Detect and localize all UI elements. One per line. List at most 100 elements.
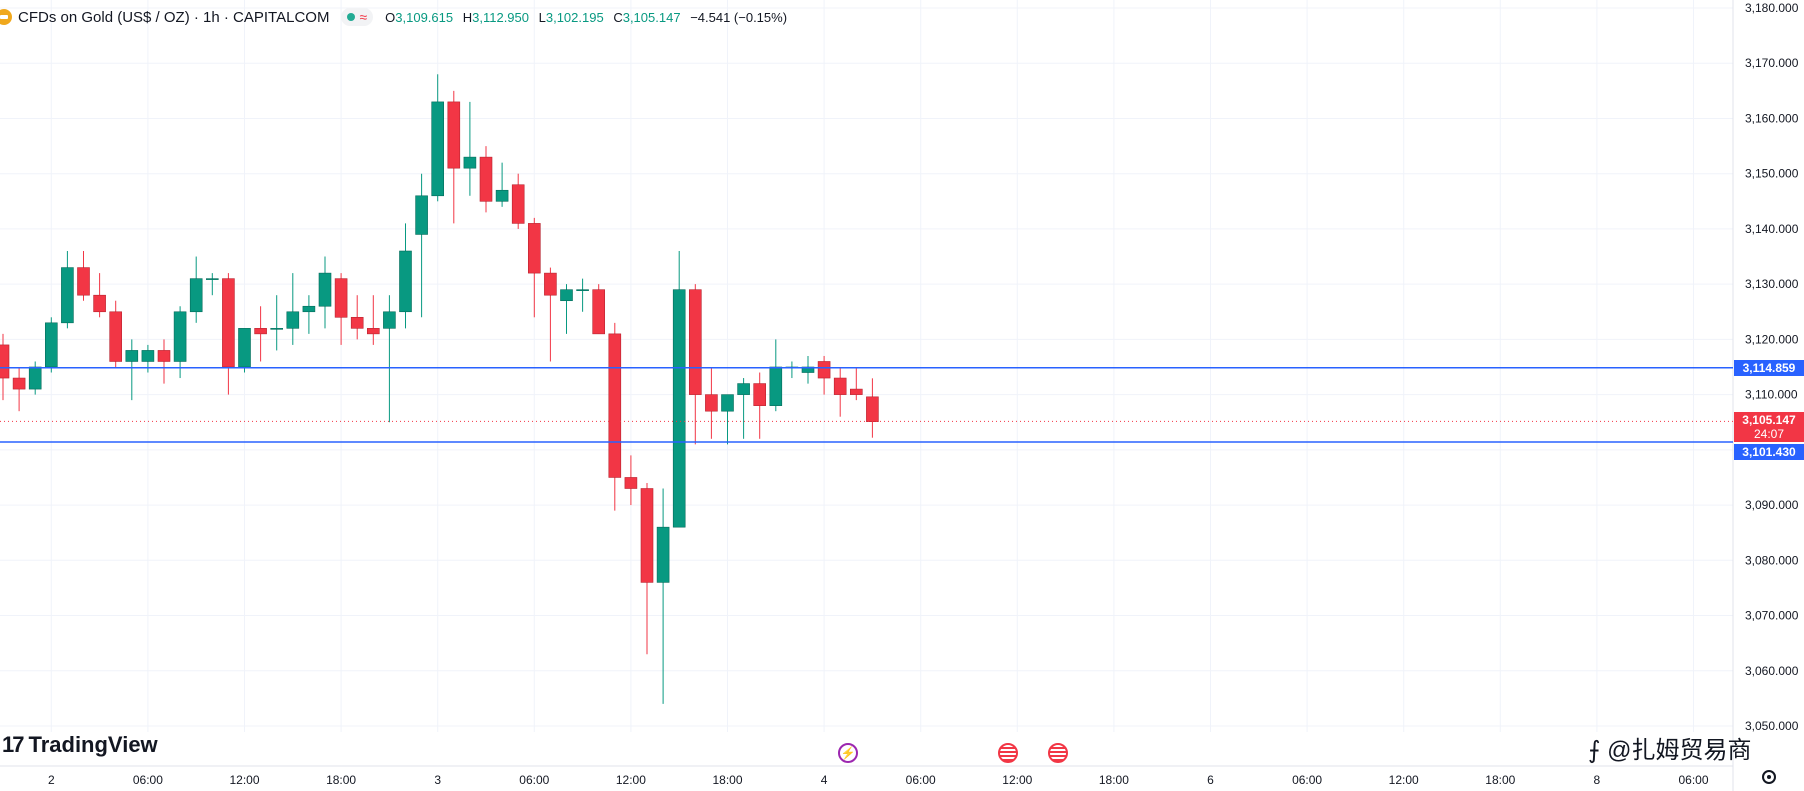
candle-body <box>125 350 139 362</box>
candle-body <box>93 294 106 313</box>
candle-body <box>189 278 203 313</box>
candle-body <box>672 289 686 528</box>
high-value: 3,112.950 <box>472 9 529 25</box>
candle-body <box>141 350 155 362</box>
candle-body <box>109 311 122 362</box>
lower-line-price-tag: 3,101.430 <box>1734 443 1804 460</box>
close-value: 3,105.147 <box>622 9 681 25</box>
x-tick-label: 3 <box>434 773 441 787</box>
candle-body <box>318 272 332 307</box>
high-label: H <box>462 9 473 25</box>
us-flag-event-icon[interactable] <box>1048 743 1068 763</box>
candle-body <box>511 184 525 224</box>
candle-body <box>656 526 670 583</box>
candle-body <box>61 267 74 324</box>
x-tick-label: 06:00 <box>1292 773 1322 787</box>
candle-body <box>721 394 734 412</box>
candle-body <box>560 289 573 302</box>
chart-settings-icon[interactable] <box>1762 770 1776 784</box>
candle-body <box>849 388 863 395</box>
market-open-dot-icon <box>347 13 356 21</box>
open-label: O <box>385 9 396 25</box>
candle-body <box>544 272 557 296</box>
tradingview-mark-icon: 17 <box>2 732 25 757</box>
current-price-tag: 3,105.147 24:07 <box>1734 412 1804 443</box>
candle-body <box>366 328 380 335</box>
gold-symbol-icon <box>0 9 12 25</box>
tradingview-logo[interactable]: 17 TradingView <box>2 732 158 758</box>
x-tick-label: 06:00 <box>906 773 936 787</box>
candle-body <box>769 366 783 406</box>
candle-body <box>270 328 284 330</box>
y-tick-label: 3,080.000 <box>1745 553 1799 567</box>
current-price-value: 3,105.147 <box>1742 413 1796 428</box>
candle-body <box>495 189 509 202</box>
economic-event-bolt-icon[interactable]: ⚡ <box>838 743 858 763</box>
candle-body <box>334 278 348 318</box>
candle-body <box>28 366 42 390</box>
x-tick-label: 12:00 <box>616 773 646 787</box>
y-tick-label: 3,120.000 <box>1745 332 1799 346</box>
candle-body <box>527 223 541 274</box>
candle-body <box>753 383 767 406</box>
market-status-badge[interactable]: ≈ <box>341 8 374 26</box>
change-value: −4.541 (−0.15%) <box>690 9 788 25</box>
candle-body <box>608 333 622 478</box>
y-tick-label: 3,130.000 <box>1745 277 1799 291</box>
y-tick-label: 3,180.000 <box>1745 1 1799 15</box>
candle-body <box>866 396 879 422</box>
x-tick-label: 12:00 <box>1002 773 1032 787</box>
x-tick-label: 12:00 <box>229 773 259 787</box>
wave-icon: ≈ <box>359 9 368 25</box>
x-tick-label: 6 <box>1207 773 1214 787</box>
upper-line-price-tag: 3,114.859 <box>1734 359 1804 376</box>
candle-body <box>399 250 412 313</box>
x-tick-label: 06:00 <box>519 773 549 787</box>
x-tick-label: 12:00 <box>1389 773 1419 787</box>
y-tick-label: 3,090.000 <box>1745 498 1799 512</box>
open-value: 3,109.615 <box>395 9 454 25</box>
candle-body <box>592 289 606 335</box>
x-tick-label: 18:00 <box>712 773 742 787</box>
candle-body <box>286 311 300 329</box>
candle-body <box>801 366 815 373</box>
candle-body <box>463 156 477 169</box>
x-tick-label: 18:00 <box>1099 773 1129 787</box>
y-tick-label: 3,140.000 <box>1745 222 1799 236</box>
us-flag-event-icon[interactable] <box>998 743 1018 763</box>
candle-body <box>833 377 847 395</box>
x-tick-label: 2 <box>48 773 55 787</box>
candle-body <box>705 394 718 412</box>
low-label: L <box>538 9 546 25</box>
candle-body <box>173 311 187 362</box>
candle-body <box>302 305 316 313</box>
candle-body <box>415 195 428 235</box>
candle-body <box>640 488 654 583</box>
candle-body <box>688 289 702 395</box>
x-tick-label: 18:00 <box>326 773 356 787</box>
candle-body <box>350 316 364 329</box>
y-tick-label: 3,150.000 <box>1745 167 1799 181</box>
candle-body <box>77 267 90 296</box>
y-tick-label: 3,160.000 <box>1745 111 1799 125</box>
candle-body <box>12 377 26 390</box>
candle-body <box>431 101 445 197</box>
candle-body <box>157 350 171 362</box>
x-tick-label: 4 <box>821 773 828 787</box>
candle-body <box>479 156 493 202</box>
candle-body <box>238 328 251 368</box>
candle-body <box>222 278 235 368</box>
lower-line-price: 3,101.430 <box>1742 444 1796 459</box>
x-tick-label: 18:00 <box>1485 773 1515 787</box>
ohlc-readout: O3,109.615 H3,112.950 L3,102.195 C3,105.… <box>385 10 787 25</box>
candle-body <box>817 361 831 379</box>
x-tick-label: 06:00 <box>133 773 163 787</box>
y-tick-label: 3,170.000 <box>1745 56 1799 70</box>
candle-body <box>44 322 58 368</box>
low-value: 3,102.195 <box>545 9 604 25</box>
x-tick-label: 06:00 <box>1678 773 1708 787</box>
candle-body <box>383 311 396 329</box>
close-label: C <box>613 9 623 25</box>
symbol-title[interactable]: CFDs on Gold (US$ / OZ) · 1h · CAPITALCO… <box>18 8 330 26</box>
